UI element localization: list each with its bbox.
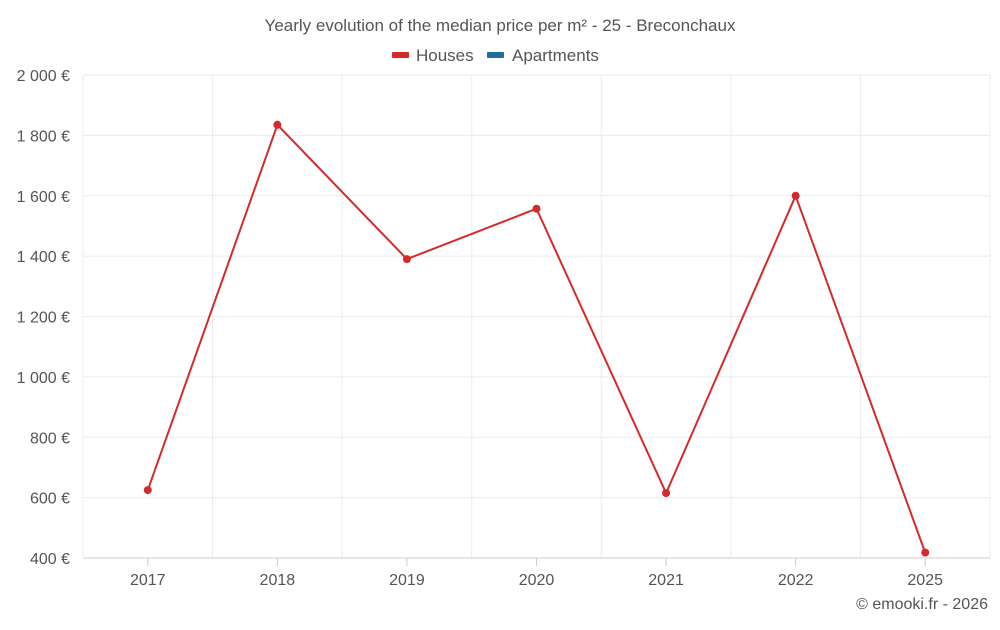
data-point-houses[interactable] bbox=[273, 120, 282, 129]
y-tick-label: 800 € bbox=[30, 430, 70, 447]
x-tick-label: 2020 bbox=[519, 572, 555, 589]
data-point-houses[interactable] bbox=[662, 489, 671, 498]
x-tick-label: 2021 bbox=[648, 572, 684, 589]
x-tick-label: 2017 bbox=[130, 572, 166, 589]
y-tick-label: 1 400 € bbox=[17, 249, 70, 266]
x-tick-label: 2019 bbox=[389, 572, 425, 589]
y-axis: 400 € 600 € 800 € 1 000 € 1 200 € 1 400 € 1 60… bbox=[17, 68, 70, 568]
data-point-houses[interactable] bbox=[791, 191, 800, 200]
data-point-houses[interactable] bbox=[402, 255, 411, 264]
credit-text: © emooki.fr - 2026 bbox=[856, 596, 988, 613]
data-point-houses[interactable] bbox=[532, 204, 541, 213]
y-tick-label: 1 000 € bbox=[17, 370, 70, 387]
series-line-houses bbox=[146, 123, 927, 553]
x-tick-label: 2025 bbox=[907, 572, 943, 589]
y-tick-label: 2 000 € bbox=[17, 68, 70, 85]
grid bbox=[82, 74, 991, 559]
legend-label-apartments: Apartments bbox=[512, 46, 599, 65]
y-tick-label: 1 600 € bbox=[17, 189, 70, 206]
legend-item-houses[interactable]: Houses bbox=[392, 46, 474, 65]
x-tick-label: 2022 bbox=[778, 572, 814, 589]
data-point-houses[interactable] bbox=[921, 548, 930, 557]
chart-title: Yearly evolution of the median price per… bbox=[265, 16, 736, 35]
legend-label-houses: Houses bbox=[416, 46, 474, 65]
y-tick-label: 600 € bbox=[30, 491, 70, 508]
y-tick-label: 1 200 € bbox=[17, 310, 70, 327]
series-houses bbox=[143, 120, 930, 557]
legend-item-apartments[interactable]: Apartments bbox=[487, 46, 599, 65]
data-point-houses[interactable] bbox=[143, 486, 152, 495]
y-tick-label: 1 800 € bbox=[17, 128, 70, 145]
x-axis: 2017 2018 2019 2020 2021 2022 2025 bbox=[130, 558, 943, 589]
x-tick-label: 2018 bbox=[260, 572, 296, 589]
y-tick-label: 400 € bbox=[30, 551, 70, 568]
legend: Houses Apartments bbox=[392, 46, 599, 65]
legend-swatch-apartments bbox=[487, 52, 504, 58]
legend-swatch-houses bbox=[392, 52, 409, 58]
